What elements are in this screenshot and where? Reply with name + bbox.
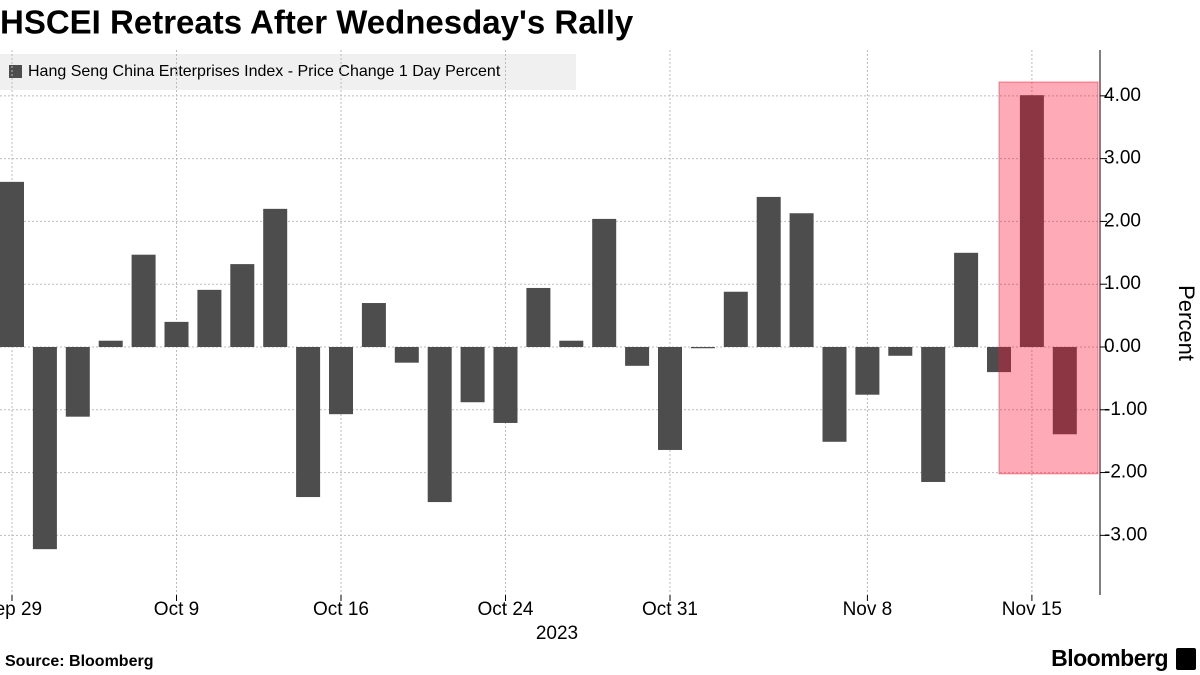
legend-swatch: [9, 65, 22, 78]
bar: [888, 346, 913, 356]
bar: [0, 181, 24, 347]
y-tick-label: -1.00: [1104, 399, 1147, 420]
bar: [493, 346, 518, 423]
bar: [855, 346, 880, 395]
bar: [723, 291, 748, 347]
x-tick-label: Oct 16: [313, 599, 369, 620]
bar: [789, 213, 814, 347]
bar: [559, 340, 584, 347]
logo: Bloomberg: [1051, 645, 1168, 671]
bar: [98, 340, 123, 347]
bar: [1052, 346, 1077, 435]
logo-icon: [1176, 648, 1196, 670]
x-tick-label: Oct 24: [478, 599, 534, 620]
bar: [263, 208, 288, 347]
bar: [460, 346, 485, 403]
y-tick-label: 3.00: [1104, 148, 1141, 169]
bar: [954, 252, 979, 347]
x-tick-label: Oct 31: [642, 599, 698, 620]
bar: [1019, 95, 1044, 347]
bar: [394, 346, 419, 363]
source: Source: Bloomberg: [5, 653, 153, 670]
chart-title: HSCEI Retreats After Wednesday's Rally: [0, 4, 634, 41]
highlight: [998, 81, 1099, 475]
bar: [658, 346, 682, 450]
bar: [32, 346, 57, 550]
x-tick-label: Nov 8: [843, 599, 893, 620]
x-tick-label: Nov 15: [1002, 599, 1062, 620]
y-axis-label: Percent: [1174, 285, 1199, 361]
legend-box: [0, 54, 576, 90]
y-tick-label: 1.00: [1104, 273, 1141, 294]
bar: [921, 346, 946, 482]
bar: [526, 287, 551, 347]
x-tick-label: Sep 29: [0, 599, 42, 620]
bar: [361, 303, 386, 347]
y-tick-label: -2.00: [1104, 462, 1147, 483]
x-sublabel: 2023: [536, 623, 578, 644]
bar: [230, 264, 255, 347]
legend-label: Hang Seng China Enterprises Index - Pric…: [28, 63, 501, 80]
bar: [197, 289, 222, 347]
bar: [131, 254, 156, 347]
bar: [65, 346, 90, 417]
bar: [592, 218, 617, 347]
y-tick-label: -3.00: [1104, 524, 1147, 545]
bar: [756, 196, 781, 347]
bar: [329, 346, 353, 415]
bar: [164, 321, 189, 347]
x-tick-label: Oct 9: [154, 599, 199, 620]
bar: [625, 346, 650, 366]
bar: [296, 346, 321, 498]
y-tick-label: 4.00: [1104, 85, 1141, 106]
bar: [822, 346, 847, 442]
bar: [690, 346, 715, 349]
bar: [427, 346, 452, 503]
y-tick-label: 0.00: [1104, 336, 1141, 357]
y-tick-label: 2.00: [1104, 210, 1141, 231]
